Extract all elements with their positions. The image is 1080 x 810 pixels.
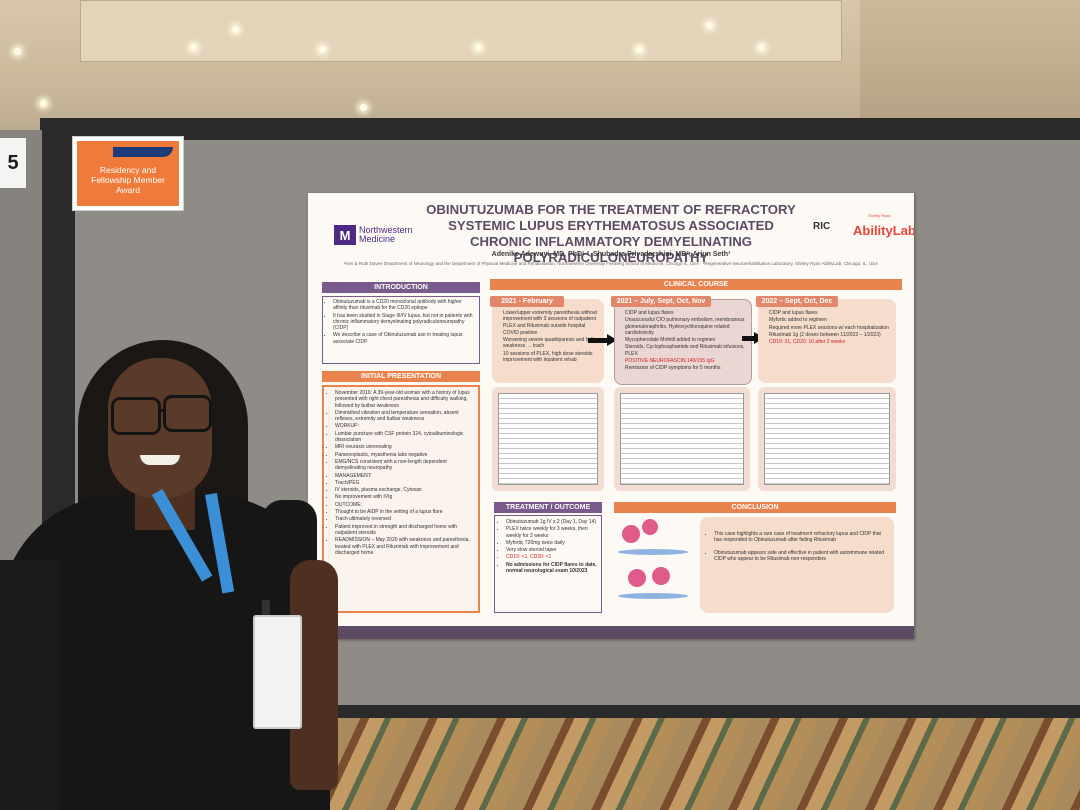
introduction-header: INTRODUCTION xyxy=(322,282,480,293)
lab-table-1 xyxy=(492,387,604,491)
award-sign: Residency and Fellowship Member Award xyxy=(72,136,184,211)
ric-logo: RIC xyxy=(813,221,831,232)
conclusion-header: CONCLUSION xyxy=(614,502,896,513)
timeline-2021-feb-text: Lower/upper extremity paresthesia withou… xyxy=(495,310,601,382)
poster-affiliation: ¹Ken & Ruth Davee Department of Neurolog… xyxy=(343,261,879,266)
person-arm-left xyxy=(0,560,60,810)
name-badge xyxy=(253,615,302,729)
introduction-body: Obinutuzumab is a CD20 monoclonal antibo… xyxy=(322,296,480,364)
abilitylab-logo: AbilityLab xyxy=(853,223,914,238)
timeline-2022-text: CIDP and lupus flares Myfortic added to … xyxy=(761,310,893,382)
northwestern-medicine-logo: M Northwestern Medicine xyxy=(334,225,413,245)
glasses-icon xyxy=(111,397,161,435)
treatment-outcome-header: TREATMENT / OUTCOME xyxy=(494,502,602,513)
conclusion-body: This case highlights a rare case of trea… xyxy=(700,517,894,613)
award-logo-bar xyxy=(113,147,173,157)
timeline-2021-feb xyxy=(492,299,604,383)
panel-number: 5 xyxy=(0,138,26,188)
poster-footer-bar xyxy=(308,626,914,639)
timeline-2021-jul-text: CIDP and lupus flares Unsuccessful C/O p… xyxy=(617,310,749,382)
timeline-arrow-2 xyxy=(742,336,756,341)
award-sign-text: Residency and Fellowship Member Award xyxy=(91,165,165,195)
clinical-course-header: CLINICAL COURSE xyxy=(490,279,902,290)
timeline-label-2022: 2022 – Sept, Oct, Dec xyxy=(756,296,838,307)
timeline-arrow-1 xyxy=(588,338,608,343)
arrow-right-icon xyxy=(607,334,617,346)
initial-presentation-body: November 2019: A 39-year-old woman with … xyxy=(322,385,480,613)
initial-presentation-header: INITIAL PRESENTATION xyxy=(322,371,480,382)
lab-table-2 xyxy=(614,387,750,491)
shirley-ryan-label: Shirley Ryan xyxy=(868,213,891,218)
timeline-label-2021-jul: 2021 – July, Sept, Oct, Nov xyxy=(611,296,711,307)
timeline-2022 xyxy=(758,299,896,383)
glasses-icon xyxy=(163,395,212,432)
mechanism-illustration xyxy=(612,509,698,615)
research-poster: OBINUTUZUMAB FOR THE TREATMENT OF REFRAC… xyxy=(308,193,914,639)
timeline-label-2021-feb: 2021 - February xyxy=(490,296,564,307)
timeline-2021-jul xyxy=(614,299,752,385)
smile xyxy=(140,455,180,465)
poster-authors: Adenike Adewuyi, MD, PhD¹·², Shubadra Pr… xyxy=(491,251,731,258)
glasses-bridge xyxy=(158,409,166,412)
badge-clip xyxy=(262,600,270,618)
poster-title: OBINUTUZUMAB FOR THE TREATMENT OF REFRAC… xyxy=(426,202,796,265)
lab-table-3 xyxy=(758,387,896,491)
treatment-outcome-body: Obinutuzumab 1g IV x 2 (Day 1, Day 14) P… xyxy=(494,515,602,613)
back-wall xyxy=(860,0,1080,140)
